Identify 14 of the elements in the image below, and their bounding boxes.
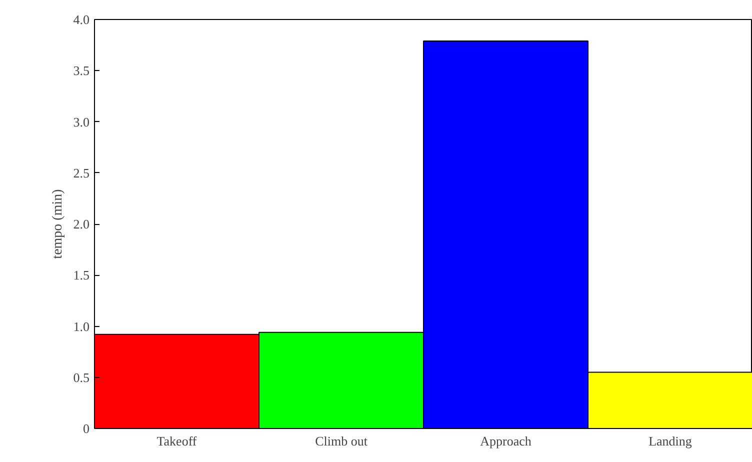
y-tick-label: 2.0 xyxy=(73,216,90,232)
y-tick-label: 3.5 xyxy=(73,63,90,78)
y-tick-label: 1.0 xyxy=(73,318,90,334)
y-tick-label: 2.5 xyxy=(73,165,90,180)
x-tick-label: Climb out xyxy=(315,434,368,448)
x-tick-label: Takeoff xyxy=(156,434,198,448)
y-tick-label: 0.5 xyxy=(73,370,90,385)
y-tick-label: 1.5 xyxy=(73,268,90,283)
y-tick-label: 0 xyxy=(83,421,90,436)
y-tick-label: 3.0 xyxy=(73,114,90,130)
x-tick-label: Landing xyxy=(648,434,692,448)
y-tick-label: 4.0 xyxy=(73,12,90,27)
x-tick-label: Approach xyxy=(480,434,532,448)
y-axis-title: tempo (min) xyxy=(50,188,66,259)
